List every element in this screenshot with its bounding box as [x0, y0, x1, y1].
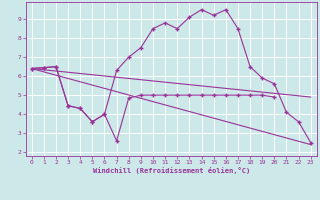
X-axis label: Windchill (Refroidissement éolien,°C): Windchill (Refroidissement éolien,°C) [92, 167, 250, 174]
